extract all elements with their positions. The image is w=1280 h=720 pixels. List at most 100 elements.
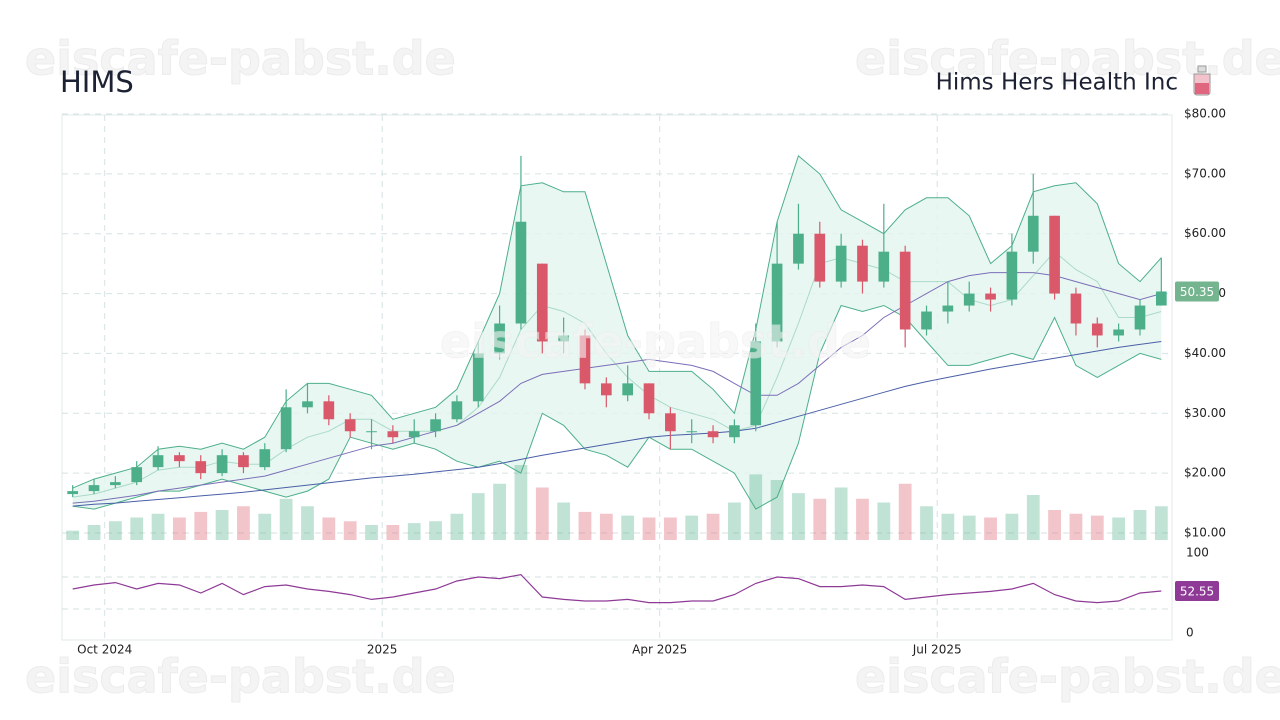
candle-body [110, 482, 121, 486]
moving-average [72, 272, 1162, 504]
volume-bar [471, 493, 485, 540]
chart-title: HIMS [60, 65, 134, 99]
volume-bar [1154, 506, 1168, 540]
volume-bar [215, 510, 229, 540]
candle-body [1155, 291, 1167, 306]
watermark: eiscafe-pabst.de [25, 650, 456, 704]
candle-body [1006, 251, 1018, 300]
candle-body [408, 431, 420, 438]
candle-body [985, 293, 996, 300]
volume-bar [621, 515, 635, 540]
candle-body [899, 251, 911, 330]
candle-body [665, 413, 676, 432]
x-tick-label: 2025 [367, 643, 398, 657]
watermark: eiscafe-pabst.de [440, 315, 871, 369]
candle-body [472, 353, 484, 402]
rsi-line [72, 573, 1162, 604]
candle-body [579, 335, 591, 384]
candle-body [387, 431, 399, 438]
candle-body [793, 233, 804, 264]
candle-body [259, 449, 271, 468]
volume-bar [962, 515, 976, 540]
volume-bar [1090, 515, 1104, 540]
candle-body [174, 455, 185, 462]
volume-bar [1069, 513, 1083, 540]
x-tick-label: Jul 2025 [912, 643, 962, 657]
volume-bar [813, 498, 827, 540]
volume-bar [173, 517, 186, 540]
x-tick-label: Oct 2024 [77, 643, 132, 657]
candle-body [558, 335, 569, 342]
y-tick-label: $10.00 [1184, 526, 1226, 540]
candle-body [921, 311, 932, 330]
volume-bar [728, 502, 741, 540]
candle-body [622, 383, 634, 396]
volume-bar [108, 521, 122, 540]
volume-bar [1133, 510, 1147, 540]
candle-body [494, 323, 505, 354]
candle-body [1049, 215, 1060, 294]
volume-bar [706, 513, 720, 540]
y-tick-label: $70.00 [1184, 166, 1226, 180]
candle-body [686, 431, 698, 433]
volume-bar [1005, 513, 1019, 540]
candle-body [1091, 323, 1103, 336]
volume-bar [599, 513, 613, 540]
candle-body [238, 455, 249, 468]
candle-body [323, 401, 335, 420]
volume-bar [66, 530, 80, 540]
volume-bar [301, 506, 314, 540]
y-tick-label: $20.00 [1184, 466, 1226, 480]
candle-body [600, 383, 612, 396]
rsi-tick-label: 0 [1186, 626, 1194, 640]
candle-body [643, 383, 655, 414]
y-tick-label: $30.00 [1184, 406, 1226, 420]
last-price: 50.35 [1180, 285, 1214, 299]
candle-body [280, 407, 292, 450]
band-upper [72, 155, 1162, 489]
candle-body [857, 245, 868, 282]
rsi-tag-bg [1175, 580, 1219, 601]
volume-bar [557, 502, 571, 540]
company-icon [1193, 65, 1211, 96]
volume-bar [322, 517, 336, 540]
candle-body [515, 221, 527, 324]
volume-bar [386, 525, 400, 540]
candle-body [366, 431, 377, 433]
candle-body [1113, 329, 1124, 336]
candle-body [835, 245, 847, 282]
candle-body [67, 491, 79, 495]
volume-bar [365, 525, 378, 540]
price-tag-bg [1175, 281, 1219, 302]
company-name: Hims Hers Health Inc [936, 70, 1178, 96]
candle-body [1134, 305, 1146, 330]
volume-bar [663, 517, 677, 540]
volume-bar [1112, 517, 1126, 540]
candle-body [814, 233, 826, 282]
volume-bar [941, 513, 955, 540]
volume-bar [130, 517, 144, 540]
candle-body [963, 293, 975, 306]
watermark: eiscafe-pabst.de [25, 32, 456, 86]
watermark: eiscafe-pabst.de [855, 650, 1280, 704]
volume-bar [450, 513, 464, 540]
candle-body [1070, 293, 1082, 324]
volume-bar [834, 487, 848, 540]
candle-body [536, 263, 548, 342]
volume-bar [749, 474, 763, 540]
candle-body [302, 401, 313, 408]
volume-bar [920, 506, 933, 540]
candle-body [1027, 215, 1039, 252]
volume-bar [685, 515, 699, 540]
volume-bar [429, 521, 442, 540]
y-tick-label: $60.00 [1184, 226, 1226, 240]
volume-bar [856, 498, 869, 540]
candle-body [750, 341, 762, 426]
rsi-last: 52.55 [1180, 584, 1214, 598]
volume-bar [258, 513, 272, 540]
candle-body [131, 467, 143, 483]
volume-bar [151, 513, 165, 540]
volume-bar [642, 517, 656, 540]
volume-bar [493, 483, 506, 540]
candle-body [344, 419, 356, 432]
